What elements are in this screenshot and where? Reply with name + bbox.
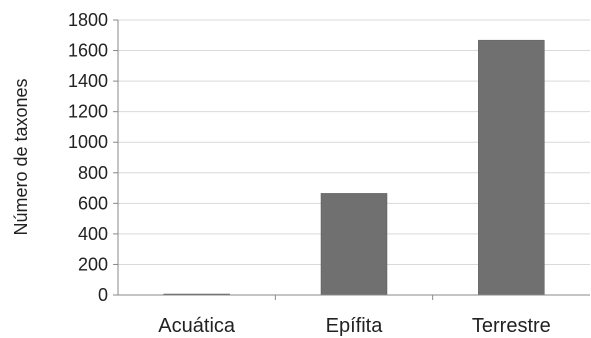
bar-terrestre bbox=[478, 39, 545, 296]
x-category-label: Terrestre bbox=[472, 315, 551, 337]
y-tick-label: 1200 bbox=[68, 102, 108, 122]
x-category-label: Epífita bbox=[326, 315, 384, 337]
y-tick-label: 1800 bbox=[68, 10, 108, 30]
y-tick-label: 0 bbox=[98, 285, 108, 305]
y-tick-labels: 0 200 400 600 800 1000 1200 1400 1600 1800 bbox=[68, 10, 108, 305]
bar-epífita bbox=[320, 193, 388, 296]
x-category-labels: Acuática Epífita Terrestre bbox=[158, 315, 550, 337]
y-tick-label: 1600 bbox=[68, 41, 108, 61]
y-tick-label: 600 bbox=[78, 193, 108, 213]
y-tick-label: 200 bbox=[78, 254, 108, 274]
y-tick-label: 1000 bbox=[68, 132, 108, 152]
y-tick-label: 800 bbox=[78, 163, 108, 183]
axes bbox=[113, 19, 590, 300]
x-category-label: Acuática bbox=[158, 315, 236, 337]
bars bbox=[163, 39, 545, 296]
grid-lines bbox=[118, 19, 590, 265]
y-axis-title: Número de taxones bbox=[11, 78, 31, 235]
y-tick-label: 400 bbox=[78, 224, 108, 244]
y-tick-label: 1400 bbox=[68, 71, 108, 91]
